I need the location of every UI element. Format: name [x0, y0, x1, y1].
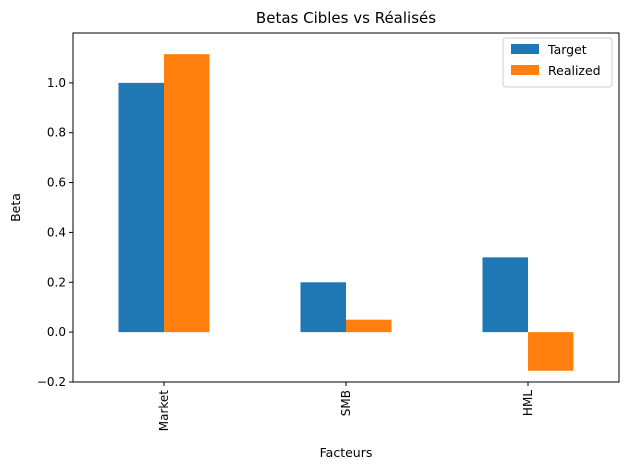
legend-label-realized: Realized	[548, 63, 601, 78]
chart-title: Betas Cibles vs Réalisés	[256, 9, 436, 27]
x-axis-ticks: Market SMB HML	[157, 382, 535, 431]
y-tick-label: 0.8	[47, 126, 66, 140]
y-tick-label: 0.4	[47, 225, 66, 239]
y-tick-label: 0.0	[47, 325, 66, 339]
y-tick-label: 1.0	[47, 76, 66, 90]
bar-realized-market	[164, 54, 210, 333]
bars-group	[118, 54, 574, 371]
legend-swatch-realized	[511, 65, 539, 75]
y-tick-label: −0.2	[37, 375, 66, 389]
bar-realized-smb	[346, 319, 392, 333]
bar-target-market	[118, 82, 164, 333]
bar-target-smb	[300, 282, 346, 333]
y-axis-ticks: −0.2 0.0 0.2 0.4 0.6 0.8 1.0	[37, 76, 73, 389]
x-tick-label-hml: HML	[521, 390, 535, 416]
x-axis-label: Facteurs	[320, 445, 373, 460]
legend-swatch-target	[511, 44, 539, 54]
y-tick-label: 0.2	[47, 275, 66, 289]
x-tick-label-market: Market	[157, 390, 171, 432]
bar-target-hml	[482, 257, 528, 333]
x-tick-label-smb: SMB	[339, 390, 353, 416]
y-axis-label: Beta	[8, 193, 23, 222]
bar-realized-hml	[528, 332, 574, 371]
legend: Target Realized	[502, 37, 613, 88]
legend-label-target: Target	[547, 42, 587, 57]
y-tick-label: 0.6	[47, 176, 66, 190]
